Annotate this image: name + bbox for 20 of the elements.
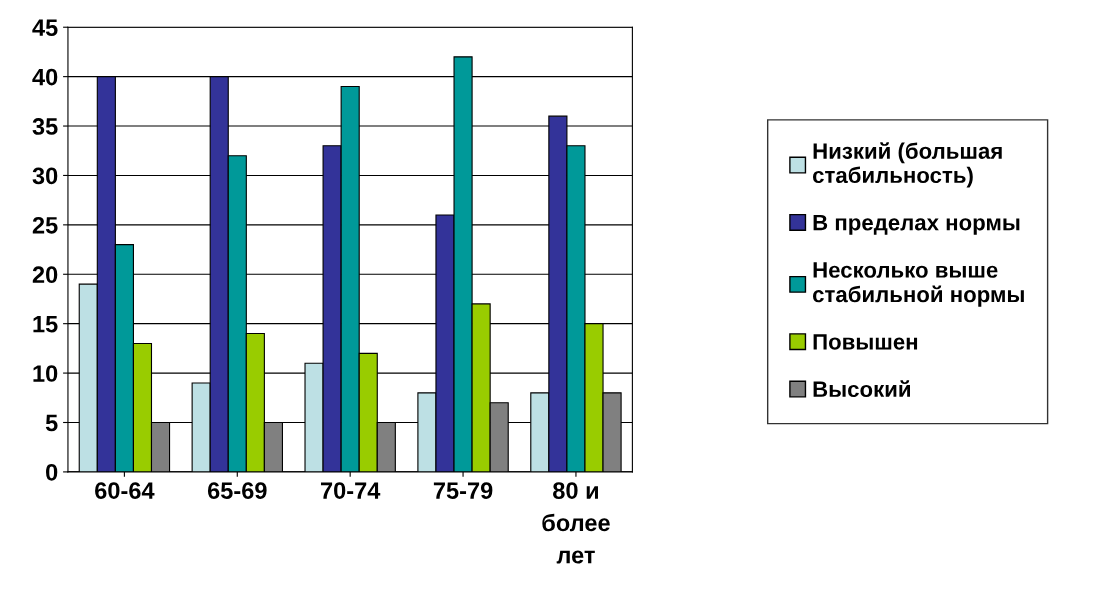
- x-tick-label: 60-64: [95, 482, 155, 499]
- y-tick-label: 35: [32, 118, 58, 135]
- legend-label: Повышен: [813, 334, 918, 350]
- x-tick-label: 80 и более лет: [542, 482, 610, 564]
- y-tick-label: 25: [32, 216, 58, 234]
- y-tick-label: 40: [32, 68, 58, 86]
- y-tick-label: 45: [32, 19, 58, 37]
- y-tick-label: 30: [32, 167, 58, 185]
- x-tick-label: 70-74: [321, 482, 381, 499]
- x-tick-label: 65-69: [207, 482, 267, 499]
- x-tick-label: 75-79: [433, 482, 493, 499]
- y-tick-label: 20: [32, 266, 58, 284]
- legend-label: В пределах нормы: [813, 214, 1020, 235]
- legend-label: Низкий (большая стабильность): [812, 142, 1002, 188]
- y-tick-label: 5: [45, 414, 58, 432]
- legend-label: Высокий: [813, 380, 910, 398]
- y-tick-label: 15: [33, 315, 58, 333]
- y-tick-label: 0: [46, 463, 58, 481]
- legend-label: Несколько выше стабильной нормы: [812, 262, 1024, 307]
- y-tick-label: 10: [33, 365, 58, 382]
